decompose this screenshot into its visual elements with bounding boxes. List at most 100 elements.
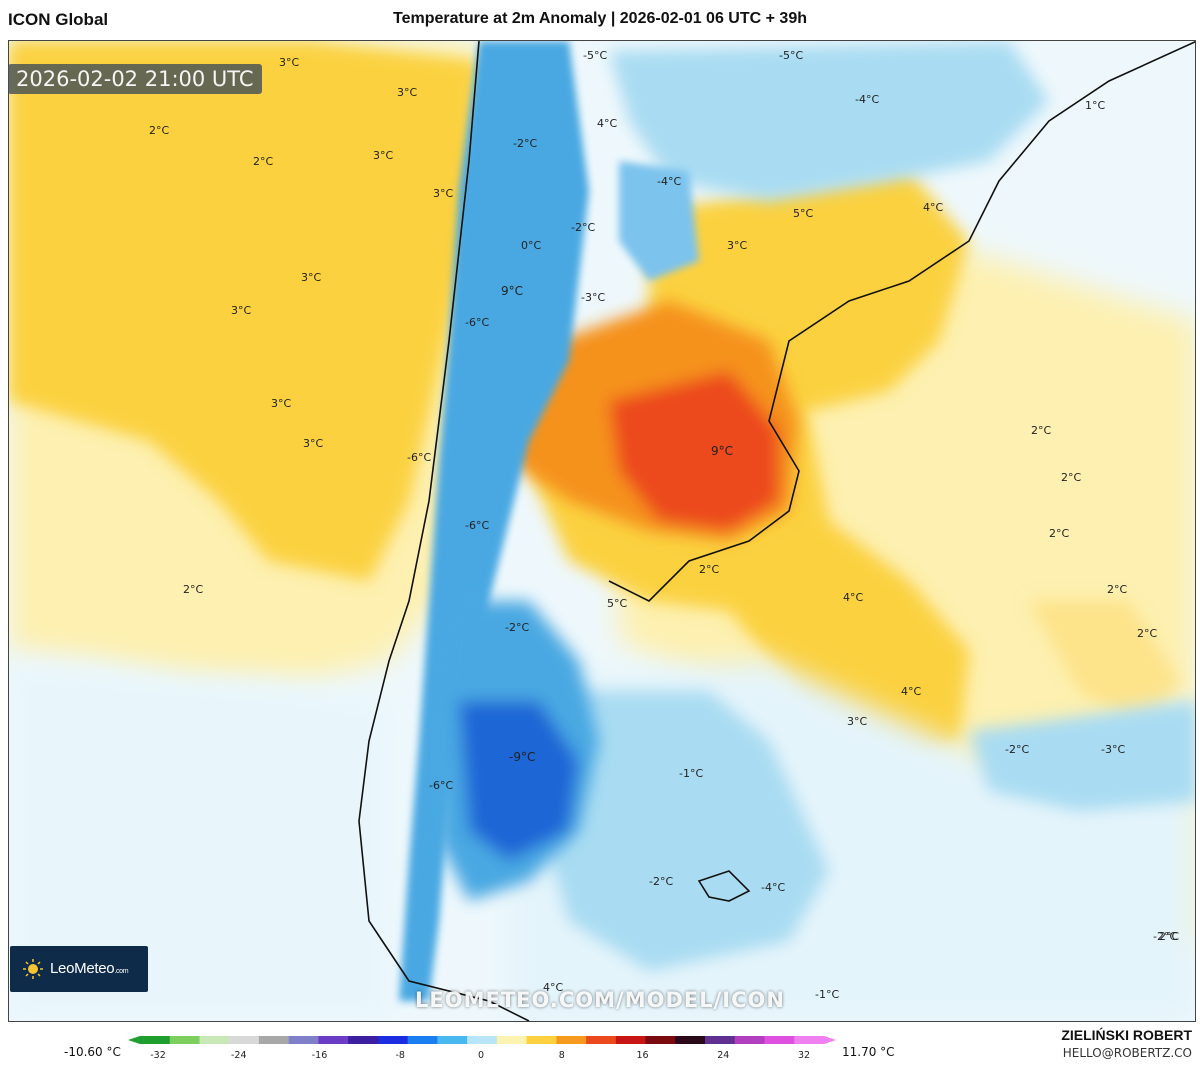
colorbar-tick-label: -16 bbox=[312, 1050, 328, 1061]
author-email: HELLO@ROBERTZ.CO bbox=[1062, 1046, 1192, 1060]
sun-icon bbox=[23, 959, 43, 979]
contour-label: -9°C bbox=[509, 750, 535, 764]
contour-label: 4°C bbox=[597, 117, 617, 130]
colorbar-min-arrow bbox=[128, 1036, 140, 1044]
contour-label: -1°C bbox=[815, 988, 839, 1001]
contour-label: 2°C bbox=[1049, 527, 1069, 540]
contour-label: 1°C bbox=[1085, 99, 1105, 112]
contour-labels: 3°C 3°C 2°C 2°C 3°C 3°C 3°C 3°C 3°C 3°C 2°C -5°C -2°… bbox=[149, 49, 1179, 1001]
contour-label: 3°C bbox=[433, 187, 453, 200]
colorbar-swatch bbox=[199, 1036, 230, 1044]
contour-label: 2°C bbox=[183, 583, 203, 596]
field-patagonia-cold bbox=[439, 601, 599, 901]
contour-label: 2°C bbox=[1107, 583, 1127, 596]
contour-label: 9°C bbox=[711, 444, 733, 458]
contour-label: -2°C bbox=[505, 621, 529, 634]
scale-min-label: -10.60 °C bbox=[64, 1045, 121, 1059]
contour-label: 3°C bbox=[301, 271, 321, 284]
contour-label: 9°C bbox=[501, 284, 523, 298]
map-title: Temperature at 2m Anomaly | 2026-02-01 0… bbox=[393, 10, 807, 27]
falkland-islands bbox=[697, 870, 751, 902]
contour-label: -2°C bbox=[571, 221, 595, 234]
contour-label: -4°C bbox=[657, 175, 681, 188]
colorbar-swatch bbox=[615, 1036, 647, 1044]
contour-label: -6°C bbox=[465, 519, 489, 532]
contour-label: -4°C bbox=[761, 881, 785, 894]
contour-label: 3°C bbox=[397, 86, 417, 99]
colorbar-swatch bbox=[496, 1036, 528, 1044]
colorbar-swatch bbox=[645, 1036, 676, 1044]
watermark-url: LEOMETEO.COM/MODEL/ICON bbox=[415, 988, 785, 1012]
contour-label: 3°C bbox=[271, 397, 291, 410]
coastline bbox=[358, 41, 1195, 1021]
contour-label: -2°C bbox=[1005, 743, 1029, 756]
contour-label: 3°C bbox=[847, 715, 867, 728]
contour-label: 3°C bbox=[231, 304, 251, 317]
contour-label: -5°C bbox=[779, 49, 803, 62]
logo-text: LeoMeteo.com bbox=[50, 960, 129, 977]
contour-label: -3°C bbox=[1101, 743, 1125, 756]
colorbar-swatch bbox=[169, 1036, 200, 1044]
contour-label: -1°C bbox=[679, 767, 703, 780]
contour-label: -2°C bbox=[513, 137, 537, 150]
contour-label: 2°C bbox=[1159, 930, 1179, 943]
colorbar-swatch bbox=[377, 1036, 409, 1044]
contour-label: 2°C bbox=[1061, 471, 1081, 484]
colorbar-swatch bbox=[318, 1036, 349, 1044]
valid-time-badge: 2026-02-02 21:00 UTC bbox=[8, 64, 262, 94]
colorbar-tick-label: -8 bbox=[396, 1050, 405, 1061]
contour-label: 3°C bbox=[279, 56, 299, 69]
colorbar-swatch bbox=[407, 1036, 438, 1044]
colorbar-tick-label: -24 bbox=[231, 1050, 247, 1061]
colorbar-swatch bbox=[556, 1036, 587, 1044]
colorbar-swatch bbox=[288, 1036, 319, 1044]
contour-label: -4°C bbox=[855, 93, 879, 106]
colorbar-tick-label: 32 bbox=[798, 1050, 810, 1061]
colorbar-swatch bbox=[734, 1036, 766, 1044]
contour-label: 5°C bbox=[793, 207, 813, 220]
contour-label: 0°C bbox=[521, 239, 541, 252]
contour-label: 2°C bbox=[149, 124, 169, 137]
colorbar-swatch bbox=[140, 1036, 171, 1044]
contour-label: 3°C bbox=[727, 239, 747, 252]
contour-label: -6°C bbox=[429, 779, 453, 792]
colorbar-swatch bbox=[586, 1036, 617, 1044]
contour-label: -2°C bbox=[1153, 930, 1177, 943]
contour-label: 3°C bbox=[303, 437, 323, 450]
contour-label: 2°C bbox=[253, 155, 273, 168]
header: ICON Global Temperature at 2m Anomaly | … bbox=[0, 0, 1200, 40]
contour-label: -3°C bbox=[581, 291, 605, 304]
contour-label: -5°C bbox=[583, 49, 607, 62]
contour-label: -2°C bbox=[649, 875, 673, 888]
contour-label: -6°C bbox=[407, 451, 431, 464]
colorbar-tick-label: 8 bbox=[559, 1050, 565, 1061]
contour-label: 4°C bbox=[923, 201, 943, 214]
contour-label: 5°C bbox=[607, 597, 627, 610]
colorbar-legend: -32 -24 -16 -8 0 8 16 24 32 bbox=[128, 1036, 836, 1061]
model-name: ICON Global bbox=[8, 10, 109, 29]
leometeo-logo[interactable]: LeoMeteo.com bbox=[10, 946, 148, 992]
colorbar-swatch bbox=[467, 1036, 498, 1044]
contour-label: 3°C bbox=[373, 149, 393, 162]
field-light-blue bbox=[529, 41, 1195, 971]
contour-label: 4°C bbox=[543, 981, 563, 994]
contour-label: -6°C bbox=[465, 316, 489, 329]
colorbar-tick-label: 16 bbox=[636, 1050, 648, 1061]
colorbar-swatch bbox=[794, 1036, 825, 1044]
scale-max-label: 11.70 °C bbox=[842, 1045, 895, 1059]
anomaly-map[interactable]: 3°C 3°C 2°C 2°C 3°C 3°C 3°C 3°C 3°C 3°C 2°C -5°C -2°… bbox=[8, 40, 1196, 1022]
author-name: ZIELIŃSKI ROBERT bbox=[1061, 1027, 1192, 1043]
field-warm-core bbox=[499, 301, 799, 541]
colorbar-max-arrow bbox=[824, 1036, 836, 1044]
colorbar-swatch bbox=[258, 1036, 290, 1044]
colorbar-swatch bbox=[764, 1036, 795, 1044]
colorbar-swatch bbox=[675, 1036, 706, 1044]
contour-label: 2°C bbox=[1031, 424, 1051, 437]
colorbar-swatch bbox=[526, 1036, 557, 1044]
contour-label: 2°C bbox=[1137, 627, 1157, 640]
colorbar-tick-label: 0 bbox=[478, 1050, 484, 1061]
map-canvas: 3°C 3°C 2°C 2°C 3°C 3°C 3°C 3°C 3°C 3°C 2°C -5°C -2°… bbox=[9, 41, 1195, 1021]
colorbar-tick-label: 24 bbox=[717, 1050, 729, 1061]
contour-label: 4°C bbox=[843, 591, 863, 604]
colorbar-swatch bbox=[348, 1036, 379, 1044]
